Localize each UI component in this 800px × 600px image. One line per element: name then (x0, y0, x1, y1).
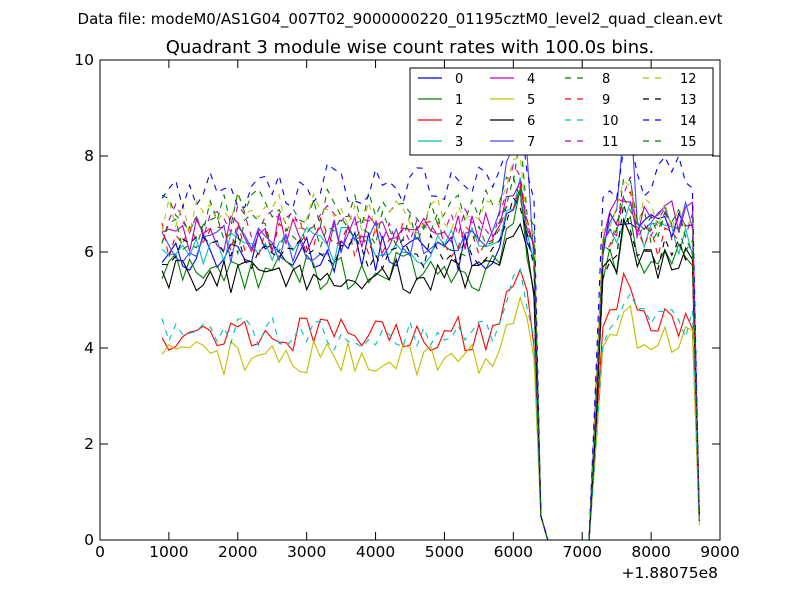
y-tick-label: 8 (84, 147, 94, 165)
x-tick-label: 2000 (218, 543, 257, 561)
plot-frame (99, 59, 721, 541)
x-axis: 0 1000 2000 3000 4000 5000 6000 7000 8000 9000 (95, 60, 740, 561)
series-line-3 (161, 177, 700, 540)
series-line-15 (161, 175, 700, 540)
figure-suptitle: Data file: modeM0/AS1G04_007T02_90000002… (78, 10, 723, 29)
legend-label-13: 13 (680, 93, 697, 108)
series-line-2 (161, 267, 700, 540)
legend-label-2: 2 (455, 114, 463, 129)
series-line-8 (161, 135, 700, 540)
legend-box (409, 67, 714, 156)
legend-label-1: 1 (455, 93, 463, 108)
series-line-13 (162, 196, 700, 540)
y-tick-label: 6 (84, 243, 94, 261)
x-tick-label: 1000 (149, 543, 188, 561)
series-lines (161, 102, 700, 540)
series-line-7 (161, 102, 700, 540)
legend-label-11: 11 (602, 135, 619, 150)
legend-label-3: 3 (455, 135, 463, 150)
legend-label-10: 10 (602, 114, 619, 129)
x-tick-label: 8000 (631, 543, 670, 561)
series-line-12 (161, 155, 700, 540)
x-tick-label: 5000 (425, 543, 464, 561)
legend-label-14: 14 (680, 114, 697, 129)
x-tick-label: 3000 (287, 543, 326, 561)
x-tick-label: 0 (95, 543, 105, 561)
series-line-14 (161, 114, 700, 540)
y-tick-label: 2 (84, 435, 94, 453)
series-line-1 (161, 188, 700, 540)
legend-label-15: 15 (680, 135, 697, 150)
x-offset-label: +1.88075e8 (622, 564, 718, 582)
legend-label-0: 0 (455, 72, 463, 87)
y-tick-label: 4 (84, 339, 94, 357)
y-tick-label: 0 (84, 531, 94, 549)
y-tick-label: 10 (74, 51, 94, 69)
series-line-5 (161, 295, 700, 540)
legend-label-4: 4 (527, 72, 535, 87)
x-tick-label: 6000 (494, 543, 533, 561)
legend-label-6: 6 (527, 114, 535, 129)
legend-label-9: 9 (602, 93, 610, 108)
legend-label-12: 12 (680, 72, 697, 87)
chart-title: Quadrant 3 module wise count rates with … (166, 37, 655, 58)
series-line-9 (161, 185, 700, 540)
x-tick-label: 4000 (356, 543, 395, 561)
series-line-10 (161, 268, 700, 540)
x-tick-label: 7000 (562, 543, 601, 561)
series-line-6 (161, 217, 700, 540)
legend-label-8: 8 (602, 72, 610, 87)
legend-label-5: 5 (527, 93, 535, 108)
x-tick-label: 9000 (700, 543, 739, 561)
legend-label-7: 7 (527, 135, 535, 150)
